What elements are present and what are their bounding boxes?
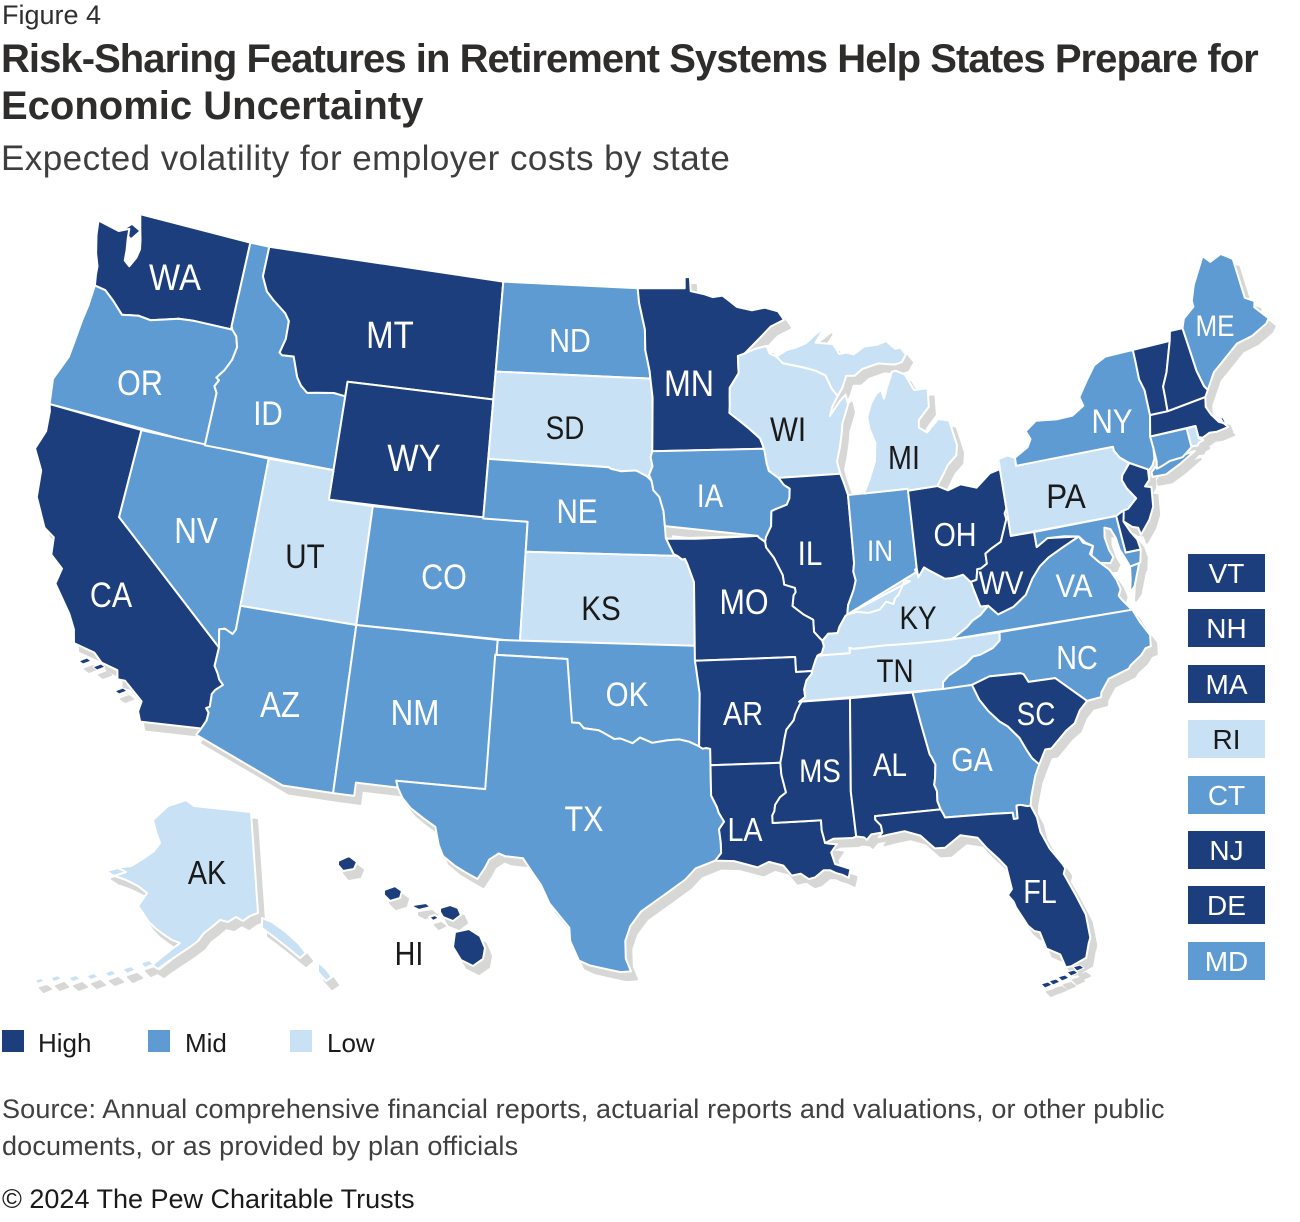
- svg-text:WA: WA: [149, 257, 201, 298]
- svg-text:MD: MD: [1205, 946, 1249, 977]
- svg-text:NM: NM: [391, 692, 440, 733]
- svg-text:CT: CT: [1208, 780, 1245, 811]
- svg-text:SC: SC: [1017, 696, 1056, 732]
- svg-text:VT: VT: [1209, 558, 1245, 589]
- svg-text:VA: VA: [1055, 568, 1093, 604]
- svg-text:ID: ID: [253, 395, 283, 433]
- svg-text:NV: NV: [174, 510, 218, 551]
- svg-text:CO: CO: [421, 558, 467, 597]
- svg-text:MI: MI: [888, 439, 920, 476]
- svg-text:RI: RI: [1213, 724, 1241, 755]
- svg-text:AK: AK: [188, 854, 226, 891]
- svg-text:MS: MS: [799, 753, 841, 789]
- svg-text:WV: WV: [979, 565, 1024, 601]
- svg-text:PA: PA: [1046, 478, 1086, 516]
- svg-text:AR: AR: [723, 695, 763, 732]
- svg-text:MO: MO: [719, 583, 768, 622]
- svg-text:MT: MT: [366, 315, 414, 357]
- svg-text:OK: OK: [606, 676, 649, 714]
- svg-text:IN: IN: [867, 535, 893, 568]
- svg-text:OH: OH: [933, 516, 976, 553]
- svg-text:LA: LA: [727, 811, 762, 848]
- svg-text:DE: DE: [1207, 890, 1246, 921]
- svg-text:MA: MA: [1206, 669, 1248, 700]
- svg-text:NH: NH: [1206, 613, 1246, 644]
- svg-text:ND: ND: [549, 322, 591, 359]
- svg-text:SD: SD: [546, 410, 585, 446]
- svg-text:WI: WI: [770, 411, 806, 449]
- svg-text:AZ: AZ: [260, 684, 300, 725]
- svg-text:NY: NY: [1091, 403, 1132, 441]
- svg-text:High: High: [38, 1028, 91, 1058]
- svg-text:CA: CA: [90, 576, 133, 615]
- svg-text:TX: TX: [565, 800, 604, 839]
- svg-text:HI: HI: [395, 935, 424, 972]
- svg-text:KS: KS: [581, 590, 621, 628]
- svg-text:TN: TN: [876, 653, 913, 689]
- svg-text:IL: IL: [798, 535, 823, 573]
- svg-text:WY: WY: [387, 438, 440, 480]
- svg-text:IA: IA: [697, 478, 724, 514]
- svg-text:KY: KY: [899, 600, 936, 636]
- svg-text:Low: Low: [327, 1028, 375, 1058]
- svg-text:UT: UT: [285, 538, 324, 576]
- svg-text:NJ: NJ: [1209, 835, 1243, 866]
- svg-text:MN: MN: [664, 363, 714, 404]
- svg-text:ME: ME: [1195, 310, 1234, 343]
- svg-text:NC: NC: [1056, 639, 1098, 676]
- svg-text:NE: NE: [556, 493, 597, 531]
- svg-text:AL: AL: [873, 747, 907, 783]
- svg-text:OR: OR: [117, 364, 163, 403]
- svg-text:GA: GA: [951, 741, 993, 778]
- svg-text:Mid: Mid: [185, 1028, 227, 1058]
- svg-text:FL: FL: [1023, 873, 1057, 910]
